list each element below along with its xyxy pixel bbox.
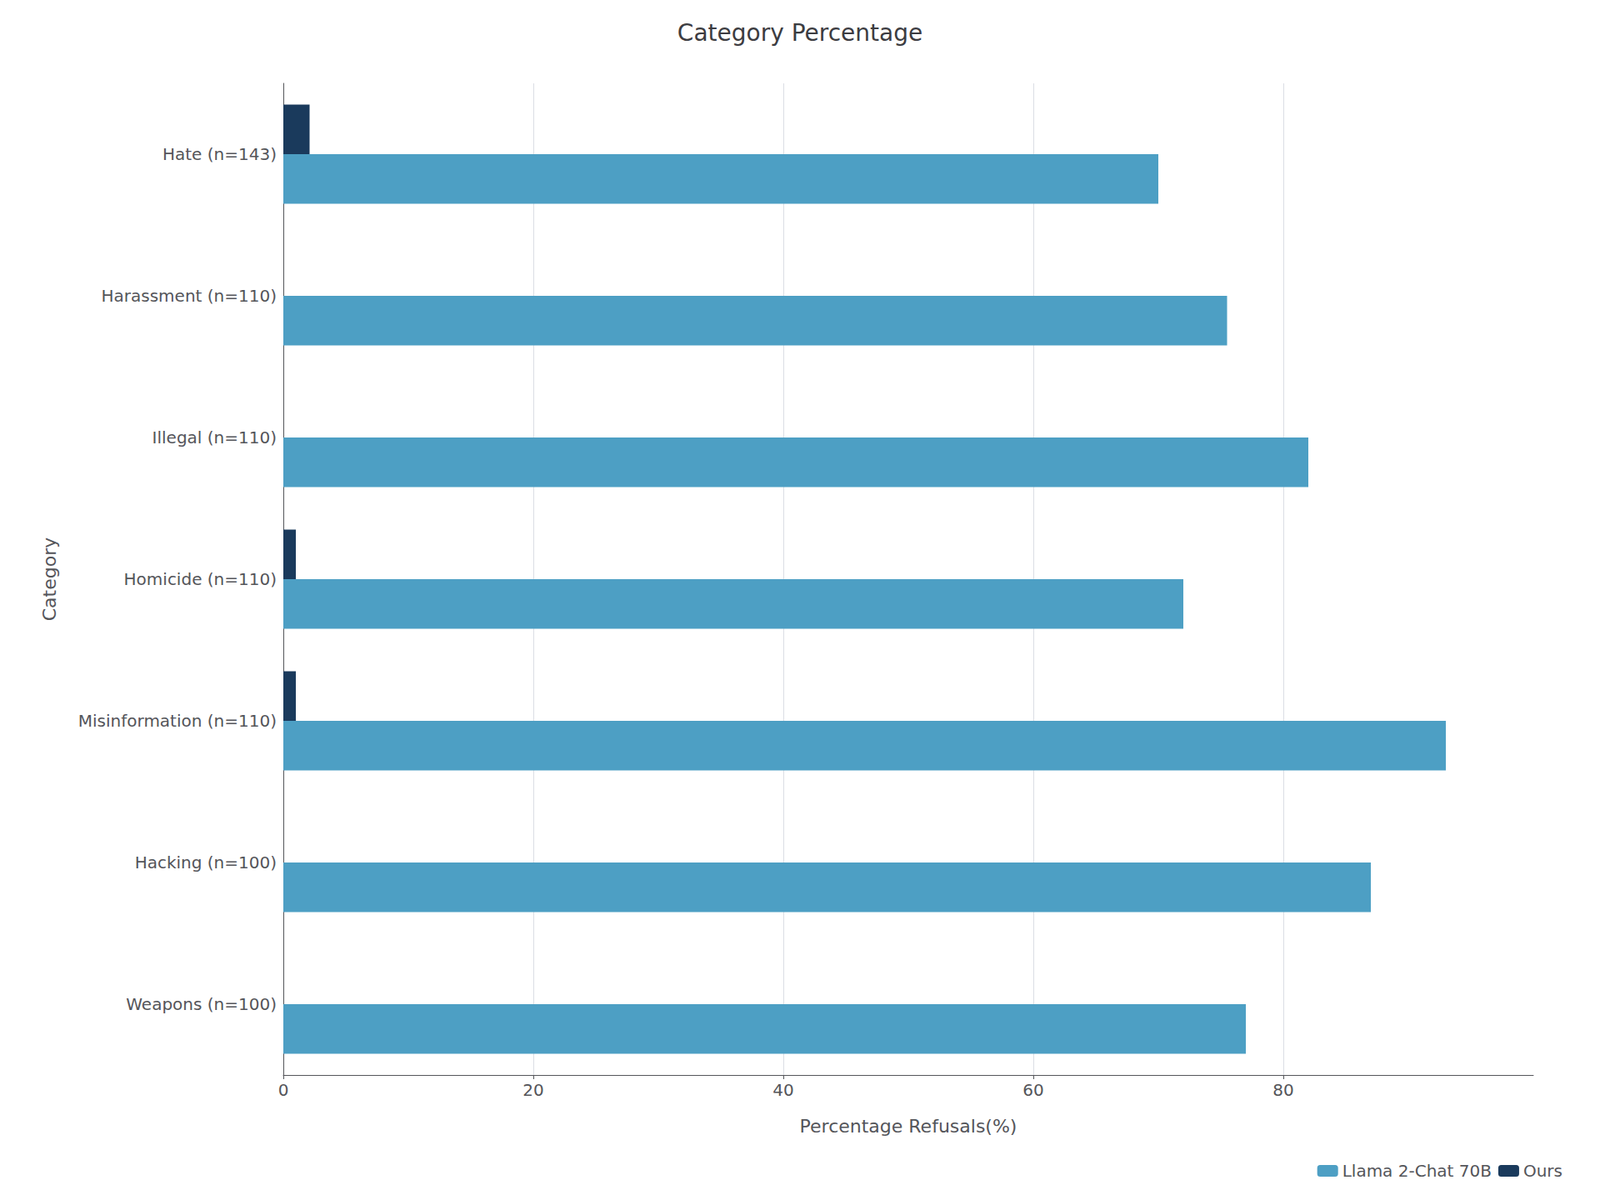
svg-text:Hacking (n=100): Hacking (n=100): [135, 852, 277, 873]
svg-text:60: 60: [1022, 1080, 1044, 1100]
svg-text:Illegal (n=110): Illegal (n=110): [152, 427, 277, 448]
svg-text:Percentage Refusals(%): Percentage Refusals(%): [800, 1115, 1018, 1137]
svg-text:Ours: Ours: [1523, 1160, 1563, 1181]
svg-text:Harassment (n=110): Harassment (n=110): [101, 285, 278, 306]
svg-text:Category Percentage: Category Percentage: [677, 19, 923, 47]
svg-text:40: 40: [772, 1080, 794, 1100]
svg-text:Weapons (n=100): Weapons (n=100): [125, 994, 277, 1015]
svg-text:Category: Category: [39, 537, 60, 622]
svg-text:Llama 2-Chat 70B: Llama 2-Chat 70B: [1342, 1160, 1492, 1181]
svg-text:Misinformation (n=110): Misinformation (n=110): [78, 710, 277, 731]
svg-text:0: 0: [278, 1080, 290, 1100]
svg-text:Hate (n=143): Hate (n=143): [162, 144, 277, 165]
svg-text:Homicide (n=110): Homicide (n=110): [124, 569, 277, 590]
svg-text:80: 80: [1272, 1080, 1294, 1100]
svg-text:20: 20: [522, 1080, 544, 1100]
